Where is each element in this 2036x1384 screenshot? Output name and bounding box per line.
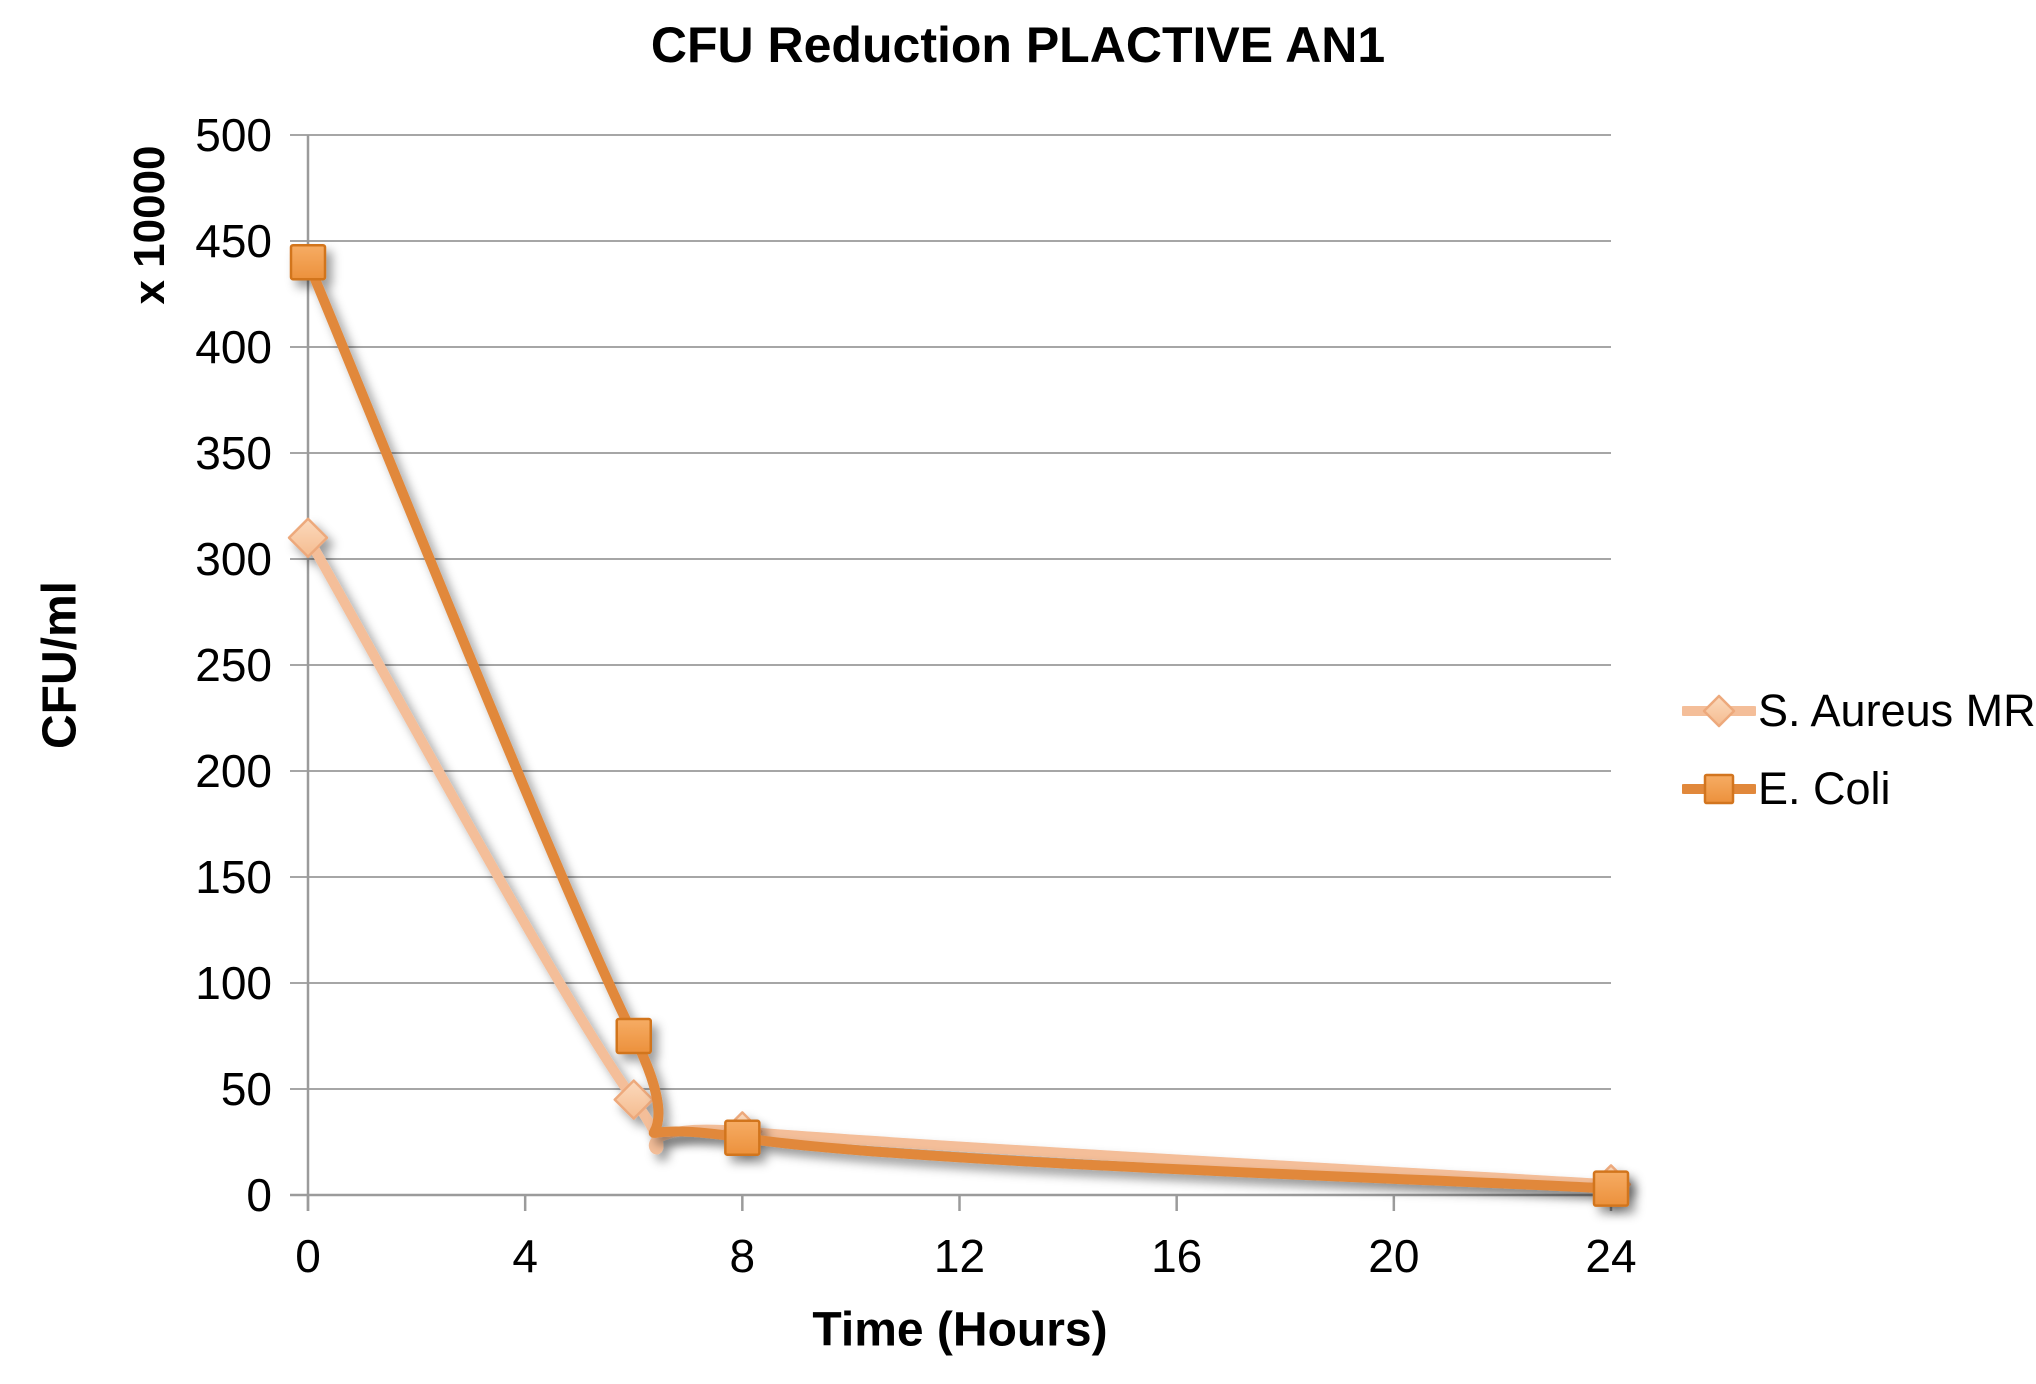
- y-tick-label-0: 0: [246, 1169, 272, 1221]
- x-tick-label-12: 12: [934, 1230, 985, 1282]
- legend-swatch-diamond-icon: [1682, 694, 1756, 728]
- x-tick-label-0: 0: [295, 1230, 321, 1282]
- y-tick-label-150: 150: [195, 851, 272, 903]
- y-tick-label-400: 400: [195, 321, 272, 373]
- series-e-coli: [289, 243, 1630, 1207]
- y-tick-label-450: 450: [195, 215, 272, 267]
- legend-item-s-aureus-mr: S. Aureus MR: [1682, 685, 2036, 736]
- series-line: [303, 257, 1616, 1194]
- y-tick-label-350: 350: [195, 427, 272, 479]
- legend: S. Aureus MR E. Coli: [1682, 685, 2036, 814]
- legend-swatch-square-icon: [1682, 773, 1756, 805]
- x-tick-label-20: 20: [1368, 1230, 1419, 1282]
- diamond-marker-icon: [1702, 694, 1736, 728]
- data-point-e-coli-x8: [724, 1119, 761, 1157]
- x-tick-label-24: 24: [1585, 1230, 1636, 1282]
- data-point-e-coli-x24: [1592, 1170, 1630, 1207]
- y-tick-label-250: 250: [195, 639, 272, 691]
- y-tick-label-500: 500: [195, 109, 272, 161]
- chart-title: CFU Reduction PLACTIVE AN1: [650, 17, 1386, 73]
- y-tick-label-200: 200: [195, 745, 272, 797]
- data-point-s-aureus-mr-x6: [613, 1079, 654, 1120]
- square-marker-icon: [1703, 773, 1735, 805]
- x-tick-label-4: 4: [512, 1230, 538, 1282]
- legend-label-s-aureus-mr: S. Aureus MR: [1758, 685, 2036, 736]
- x-tick-label-8: 8: [730, 1230, 756, 1282]
- x-axis-title: Time (Hours): [812, 1303, 1108, 1357]
- legend-item-e-coli: E. Coli: [1682, 763, 2036, 814]
- series-line: [303, 532, 1616, 1190]
- legend-label-e-coli: E. Coli: [1758, 763, 1891, 814]
- data-point-e-coli-x6: [615, 1017, 652, 1055]
- y-tick-label-50: 50: [221, 1063, 272, 1115]
- data-point-s-aureus-mr-x0: [287, 517, 329, 559]
- series-s-aureus-mr: [287, 517, 1632, 1205]
- y-tick-label-100: 100: [195, 957, 272, 1009]
- x-tick-label-16: 16: [1151, 1230, 1202, 1282]
- data-point-e-coli-x0: [289, 243, 327, 281]
- y-tick-label-300: 300: [195, 533, 272, 585]
